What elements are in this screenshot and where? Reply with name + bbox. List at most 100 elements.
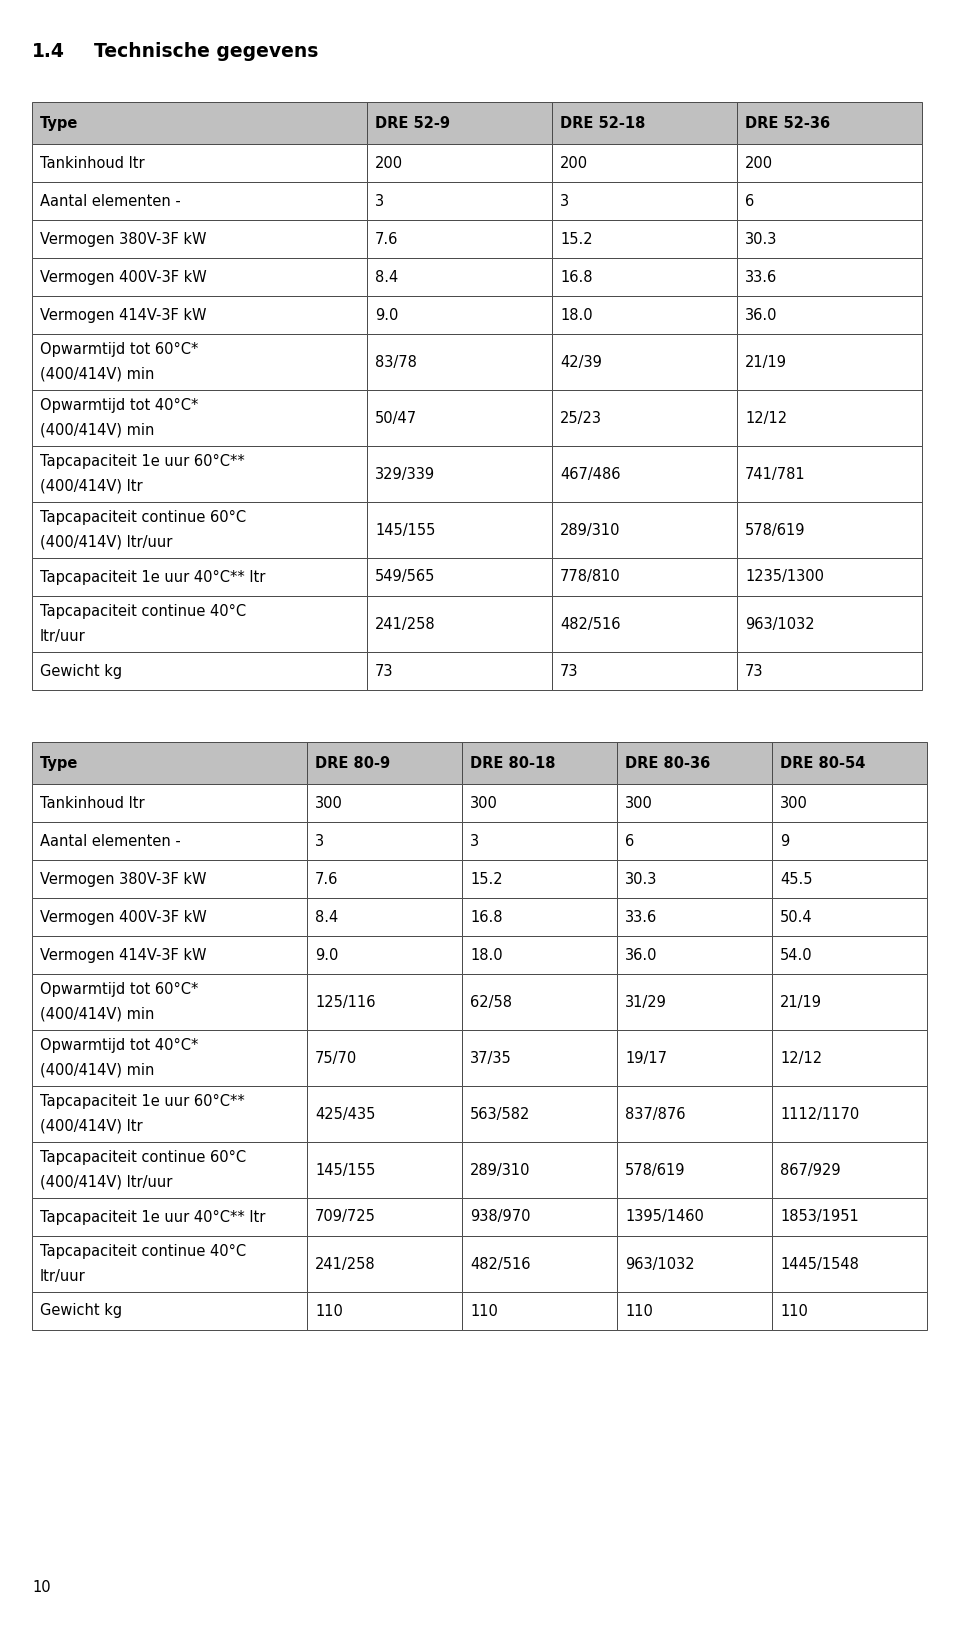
- Text: 33.6: 33.6: [625, 909, 658, 924]
- Bar: [32, 103, 367, 145]
- Text: Opwarmtijd tot 60°C*: Opwarmtijd tot 60°C*: [40, 342, 199, 358]
- Bar: [737, 103, 922, 145]
- Bar: [772, 1142, 927, 1197]
- Text: 12/12: 12/12: [745, 410, 787, 426]
- Text: Vermogen 414V-3F kW: Vermogen 414V-3F kW: [40, 947, 206, 963]
- Text: Tapcapaciteit 1e uur 40°C** ltr: Tapcapaciteit 1e uur 40°C** ltr: [40, 1209, 265, 1225]
- Bar: [32, 1197, 307, 1237]
- Bar: [617, 742, 772, 784]
- Bar: [307, 822, 462, 861]
- Text: Tapcapaciteit 1e uur 40°C** ltr: Tapcapaciteit 1e uur 40°C** ltr: [40, 569, 265, 584]
- Text: Vermogen 380V-3F kW: Vermogen 380V-3F kW: [40, 872, 206, 887]
- Text: 6: 6: [625, 833, 635, 849]
- Text: 549/565: 549/565: [375, 569, 436, 584]
- Text: 9: 9: [780, 833, 789, 849]
- Text: Gewicht kg: Gewicht kg: [40, 1303, 122, 1318]
- Bar: [32, 1030, 307, 1085]
- Text: 110: 110: [625, 1303, 653, 1318]
- Bar: [552, 145, 737, 182]
- Bar: [772, 975, 927, 1030]
- Text: Opwarmtijd tot 40°C*: Opwarmtijd tot 40°C*: [40, 1038, 199, 1053]
- Text: 15.2: 15.2: [470, 872, 503, 887]
- Bar: [32, 652, 367, 690]
- Bar: [32, 503, 367, 558]
- Bar: [32, 936, 307, 975]
- Bar: [772, 898, 927, 936]
- Text: Tapcapaciteit continue 60°C: Tapcapaciteit continue 60°C: [40, 511, 246, 526]
- Text: 578/619: 578/619: [745, 522, 805, 537]
- Bar: [462, 784, 617, 822]
- Bar: [307, 1085, 462, 1142]
- Bar: [552, 558, 737, 595]
- Bar: [307, 1237, 462, 1292]
- Bar: [552, 296, 737, 334]
- Bar: [737, 296, 922, 334]
- Text: 482/516: 482/516: [470, 1256, 531, 1271]
- Text: 329/339: 329/339: [375, 467, 435, 482]
- Bar: [367, 503, 552, 558]
- Text: Tapcapaciteit continue 60°C: Tapcapaciteit continue 60°C: [40, 1150, 246, 1165]
- Bar: [307, 1030, 462, 1085]
- Bar: [307, 898, 462, 936]
- Bar: [772, 1085, 927, 1142]
- Bar: [367, 145, 552, 182]
- Text: 6: 6: [745, 194, 755, 208]
- Text: 36.0: 36.0: [745, 308, 778, 322]
- Text: 9.0: 9.0: [375, 308, 398, 322]
- Text: 578/619: 578/619: [625, 1163, 685, 1178]
- Bar: [772, 1197, 927, 1237]
- Bar: [462, 861, 617, 898]
- Text: 16.8: 16.8: [560, 270, 592, 285]
- Bar: [617, 1085, 772, 1142]
- Text: ltr/uur: ltr/uur: [40, 1269, 85, 1284]
- Bar: [772, 936, 927, 975]
- Text: Vermogen 380V-3F kW: Vermogen 380V-3F kW: [40, 231, 206, 247]
- Text: 42/39: 42/39: [560, 355, 602, 369]
- Text: DRE 52-9: DRE 52-9: [375, 116, 450, 130]
- Text: Aantal elementen -: Aantal elementen -: [40, 833, 180, 849]
- Text: 709/725: 709/725: [315, 1209, 376, 1225]
- Text: 37/35: 37/35: [470, 1051, 512, 1066]
- Text: Technische gegevens: Technische gegevens: [94, 42, 319, 60]
- Bar: [737, 390, 922, 446]
- Bar: [307, 1197, 462, 1237]
- Text: (400/414V) min: (400/414V) min: [40, 1007, 155, 1022]
- Bar: [737, 446, 922, 503]
- Bar: [737, 182, 922, 220]
- Text: 837/876: 837/876: [625, 1106, 685, 1121]
- Bar: [772, 822, 927, 861]
- Text: 1235/1300: 1235/1300: [745, 569, 824, 584]
- Bar: [552, 595, 737, 652]
- Text: 62/58: 62/58: [470, 994, 512, 1009]
- Text: (400/414V) min: (400/414V) min: [40, 1062, 155, 1077]
- Text: 30.3: 30.3: [745, 231, 778, 247]
- Bar: [462, 742, 617, 784]
- Text: 741/781: 741/781: [745, 467, 805, 482]
- Text: 21/19: 21/19: [745, 355, 787, 369]
- Bar: [32, 742, 307, 784]
- Bar: [772, 1292, 927, 1329]
- Bar: [772, 784, 927, 822]
- Text: (400/414V) min: (400/414V) min: [40, 366, 155, 382]
- Bar: [367, 220, 552, 259]
- Text: 73: 73: [745, 664, 763, 678]
- Bar: [617, 975, 772, 1030]
- Text: 3: 3: [315, 833, 324, 849]
- Text: 300: 300: [315, 796, 343, 810]
- Bar: [552, 503, 737, 558]
- Bar: [617, 1197, 772, 1237]
- Bar: [32, 334, 367, 390]
- Text: Opwarmtijd tot 40°C*: Opwarmtijd tot 40°C*: [40, 399, 199, 413]
- Text: 963/1032: 963/1032: [625, 1256, 695, 1271]
- Bar: [32, 446, 367, 503]
- Bar: [552, 259, 737, 296]
- Text: Aantal elementen -: Aantal elementen -: [40, 194, 180, 208]
- Text: 300: 300: [625, 796, 653, 810]
- Bar: [32, 975, 307, 1030]
- Bar: [367, 334, 552, 390]
- Text: 3: 3: [375, 194, 384, 208]
- Text: 300: 300: [780, 796, 808, 810]
- Text: 33.6: 33.6: [745, 270, 778, 285]
- Bar: [307, 936, 462, 975]
- Bar: [32, 296, 367, 334]
